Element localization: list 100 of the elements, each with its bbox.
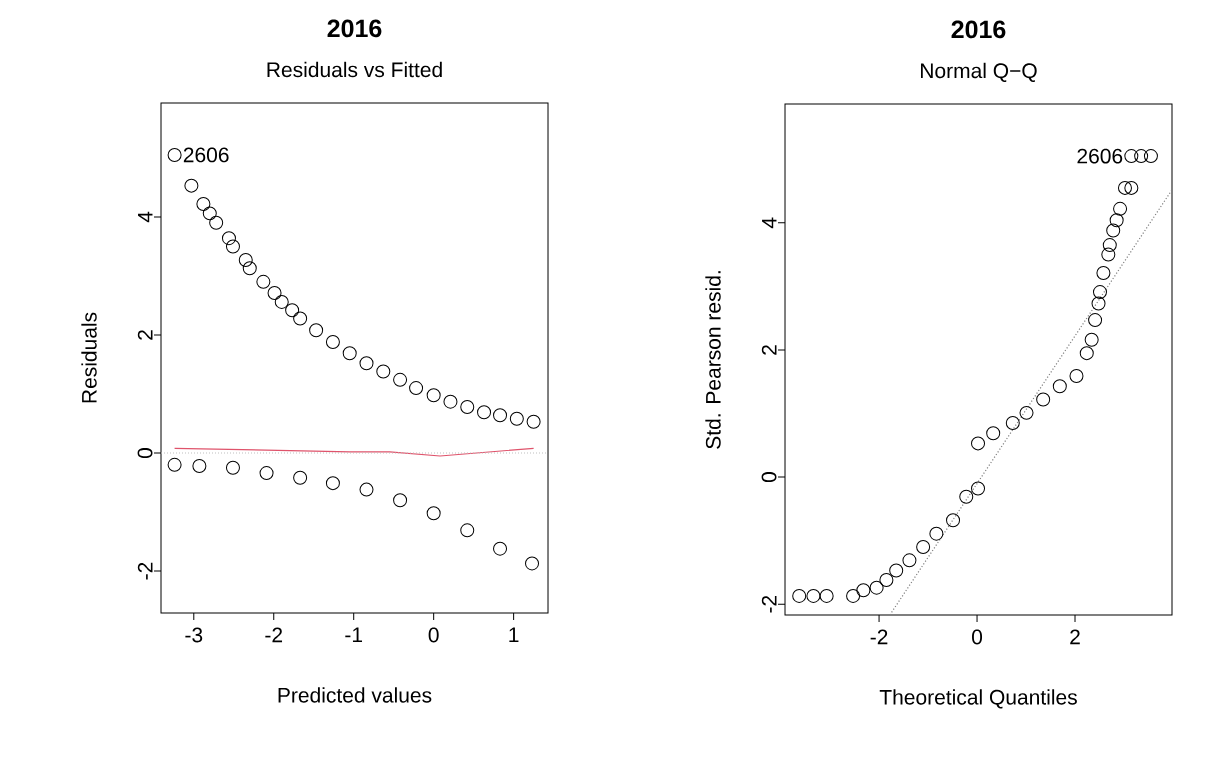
point bbox=[889, 563, 904, 578]
point bbox=[902, 553, 917, 568]
x-tick-label: -3 bbox=[185, 627, 203, 643]
point bbox=[526, 414, 541, 429]
point bbox=[1069, 369, 1084, 384]
point bbox=[426, 388, 441, 403]
point bbox=[1092, 285, 1107, 300]
point bbox=[493, 408, 508, 423]
y-tick-label: -2 bbox=[137, 562, 153, 580]
point bbox=[806, 588, 821, 603]
point bbox=[1036, 392, 1051, 407]
x-tick-label: 0 bbox=[972, 629, 983, 645]
point bbox=[256, 274, 271, 289]
x-tick-label: -2 bbox=[870, 629, 888, 645]
point bbox=[293, 470, 308, 485]
x-axis-title: Predicted values bbox=[278, 687, 432, 703]
chart-title: 2016 bbox=[951, 20, 1006, 39]
point bbox=[971, 481, 986, 496]
y-tick-label: 0 bbox=[761, 472, 777, 483]
point bbox=[393, 372, 408, 387]
point bbox=[1143, 149, 1158, 164]
point bbox=[325, 335, 340, 350]
point bbox=[1113, 201, 1128, 216]
point bbox=[1109, 213, 1124, 228]
point bbox=[525, 556, 540, 571]
point bbox=[167, 457, 182, 472]
point bbox=[359, 356, 374, 371]
point bbox=[209, 215, 224, 230]
point bbox=[267, 286, 282, 301]
point bbox=[167, 147, 182, 162]
chart-title: 2016 bbox=[327, 19, 382, 38]
y-tick-label: 4 bbox=[762, 217, 777, 229]
point bbox=[1124, 180, 1139, 195]
point bbox=[856, 583, 871, 598]
x-tick-label: 0 bbox=[428, 627, 439, 643]
chart-subtitle: Residuals vs Fitted bbox=[267, 61, 442, 78]
point bbox=[1117, 180, 1132, 195]
point bbox=[274, 294, 289, 309]
point bbox=[929, 526, 944, 541]
point bbox=[376, 364, 391, 379]
point bbox=[1084, 332, 1099, 347]
chart-subtitle: Normal Q−Q bbox=[921, 62, 1037, 82]
point bbox=[409, 381, 424, 396]
point bbox=[293, 311, 308, 326]
point bbox=[846, 588, 861, 603]
point bbox=[192, 459, 207, 474]
point bbox=[196, 196, 211, 211]
y-tick-label: 0 bbox=[137, 448, 153, 459]
point bbox=[916, 539, 931, 554]
point bbox=[959, 489, 974, 504]
point bbox=[509, 411, 524, 426]
point bbox=[460, 399, 475, 414]
point bbox=[443, 394, 458, 409]
point bbox=[238, 253, 253, 267]
point bbox=[946, 513, 961, 528]
point bbox=[819, 588, 834, 603]
point bbox=[1124, 149, 1139, 164]
point bbox=[225, 460, 240, 475]
point bbox=[393, 493, 408, 508]
point bbox=[309, 323, 324, 338]
point bbox=[426, 506, 441, 521]
x-tick-label: -2 bbox=[265, 627, 283, 643]
point bbox=[1088, 313, 1103, 328]
point bbox=[342, 346, 357, 361]
x-tick-label: -1 bbox=[345, 627, 363, 642]
point bbox=[202, 206, 217, 221]
point bbox=[971, 436, 986, 451]
x-tick-label: 1 bbox=[509, 627, 519, 642]
point bbox=[1019, 405, 1034, 420]
point bbox=[792, 588, 807, 603]
point bbox=[493, 541, 508, 556]
point bbox=[221, 231, 236, 246]
point bbox=[1079, 346, 1094, 361]
point bbox=[477, 405, 492, 420]
annotation: 2606 bbox=[183, 147, 229, 163]
y-tick-label: 2 bbox=[761, 345, 777, 355]
y-tick-label: 4 bbox=[138, 211, 153, 223]
point bbox=[1134, 149, 1149, 164]
point bbox=[242, 261, 257, 276]
point bbox=[986, 426, 1001, 441]
point bbox=[1005, 416, 1020, 431]
point bbox=[285, 303, 300, 318]
point bbox=[359, 482, 374, 497]
point bbox=[1106, 223, 1121, 238]
annotation: 2606 bbox=[1077, 148, 1123, 164]
point bbox=[259, 466, 274, 481]
point bbox=[325, 476, 340, 491]
point bbox=[1091, 296, 1106, 311]
x-axis-title: Theoretical Quantiles bbox=[879, 689, 1077, 709]
point bbox=[869, 580, 884, 595]
point bbox=[879, 573, 894, 588]
y-tick-label: 2 bbox=[137, 330, 153, 340]
y-axis-title: Std. Pearson resid. bbox=[705, 271, 721, 449]
point bbox=[225, 239, 240, 254]
point bbox=[1052, 379, 1067, 394]
point bbox=[184, 178, 199, 193]
y-tick-label: -2 bbox=[761, 595, 777, 613]
y-axis-title: Residuals bbox=[81, 312, 97, 403]
x-tick-label: 2 bbox=[1070, 629, 1080, 645]
point bbox=[1101, 247, 1116, 262]
